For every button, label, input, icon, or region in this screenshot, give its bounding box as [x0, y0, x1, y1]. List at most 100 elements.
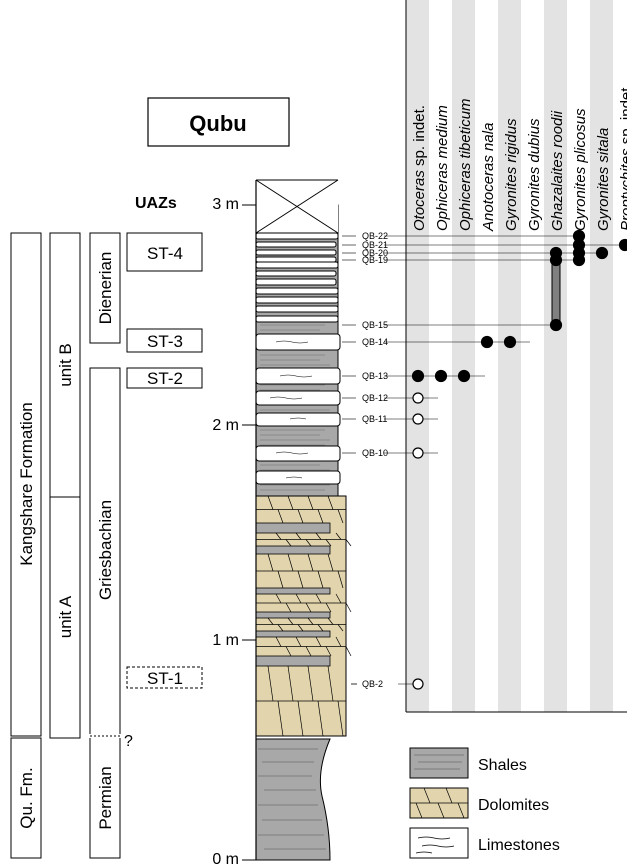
unit-a-box: [49, 496, 81, 739]
legend-label-dolomites: Dolomites: [478, 797, 549, 814]
occurrence-otoceras-sp-indet-qb-10: [412, 447, 424, 459]
dolomite-brick: [295, 593, 302, 604]
page-title: Qubu: [189, 111, 246, 136]
dolomite-brick: [297, 624, 304, 632]
formation-label-qu: Qu. Fm.: [17, 767, 36, 828]
dolomite-brick: [295, 636, 302, 647]
dolomite-brick: [295, 532, 302, 540]
depth-label-0m: 0 m: [212, 851, 239, 868]
taxa-labels: Otoceras sp. indet. Ophiceras medium Ophic…: [411, 83, 627, 232]
taxon-label-gyronites-sitala: Gyronites sitala: [595, 128, 612, 231]
dolomite-brick: [325, 602, 332, 613]
depth-label-2m: 2 m: [212, 417, 239, 434]
shale-bed-permian-lamination: [258, 748, 326, 850]
zone-box-st3: [126, 328, 203, 353]
stripe-ghazalaites-roodii: [544, 0, 567, 712]
griesbachian-box: [89, 367, 121, 734]
dolomite-brick: [317, 509, 324, 524]
sample-label-qb-14: QB-14: [362, 337, 388, 347]
sample-label-qb-13: QB-13: [362, 371, 388, 381]
unit-label-a: unit A: [56, 595, 75, 638]
dolomite-brick: [305, 539, 312, 547]
dolomite-brick: [315, 636, 322, 647]
title-box: [147, 97, 290, 147]
occurrence-ophiceras-medium-qb-13: [434, 369, 448, 383]
legend-label-shales: Shales: [478, 757, 527, 774]
dolomite-brick: [277, 624, 284, 632]
stage-label-dienerian: Dienerian: [96, 252, 115, 325]
occurrence-gyronites-rigidus-qb-14: [503, 335, 517, 349]
sample-label-qb-15: QB-15: [362, 320, 388, 330]
taxon-label-gyronites-dubius: Gyronites dubius: [526, 118, 543, 231]
dolomite-brick: [275, 532, 282, 540]
sample-label-qb-10: QB-10: [362, 448, 388, 458]
depth-label-1m: 1 m: [212, 632, 239, 649]
taxon-label-otoceras-sp-indet: Otoceras sp. indet.: [411, 105, 428, 231]
stripe-gyronites-rigidus: [498, 0, 521, 712]
formation-label-kangshare: Kangshare Formation: [17, 402, 36, 565]
dolomite-brick: [267, 495, 274, 510]
dolomite-brick: [305, 602, 312, 613]
taxon-label-ophiceras-medium: Ophiceras medium: [434, 105, 451, 231]
dolomite-brick: [285, 646, 292, 657]
boundary-query-mark: ?: [124, 733, 133, 750]
chart-column-stripes: [406, 0, 613, 712]
taxon-label-gyronites-rigidus: Gyronites rigidus: [503, 118, 520, 231]
dolomite-brick: [325, 646, 332, 657]
occurrence-anotoceras-nala-qb-14: [480, 335, 494, 349]
dolomite-brick: [337, 624, 344, 632]
dolomite-brick: [277, 509, 284, 524]
limestone-bed-qb19: [255, 256, 337, 263]
uaz-header: UAZs: [135, 195, 177, 212]
taxon-label-gyronites-plicosus: Gyronites plicosus: [572, 108, 589, 231]
dolomite-brick: [327, 553, 334, 572]
permian-box: [89, 738, 121, 859]
legend-label-limestones: Limestones: [478, 837, 560, 854]
occurrence-proptychites-sp-indet-qb-21: [618, 238, 627, 252]
dolomite-brick: [275, 636, 282, 647]
dolomite-brick: [297, 570, 304, 589]
unit-label-b: unit B: [56, 343, 75, 386]
dolomite-brick: [285, 602, 292, 613]
dolomite-brick: [327, 665, 334, 702]
dolomite-brick: [327, 495, 334, 510]
stage-label-permian: Permian: [96, 766, 115, 829]
dolomite-brick: [335, 593, 342, 604]
limestone-bed-qb22: [255, 232, 339, 240]
occurrence-otoceras-sp-indet-qb-11: [412, 413, 424, 425]
dolomite-brick: [317, 570, 324, 589]
sample-label-qb-21: QB-21: [362, 240, 388, 250]
stripe-gyronites-sitala: [590, 0, 613, 712]
limestone-beds: [255, 261, 341, 485]
zone-label-st1: ST-1: [147, 669, 183, 688]
dolomite-brick: [297, 509, 304, 524]
sample-label-qb-12: QB-12: [362, 393, 388, 403]
dolomite-brick: [267, 553, 274, 572]
dolomite-brick: [327, 617, 334, 625]
legend-swatch-limestones-lines: [415, 836, 455, 854]
stripe-otoceras-sp-indet: [406, 0, 429, 712]
occurrence-ghazalaites-roodii-qb-15: [549, 318, 563, 332]
lithology-column: [255, 179, 352, 861]
dolomite-brick: [267, 665, 274, 702]
occurrence-gyronites-plicosus-qb-22: [572, 229, 586, 243]
zone-box-st2: [126, 367, 203, 389]
sample-label-qb-11: QB-11: [362, 414, 387, 424]
occurrence-gyronites-sitala-qb-20: [595, 246, 609, 260]
zone-box-st4: [126, 232, 203, 272]
dolomite-brick: [307, 617, 314, 625]
depth-label-3m: 3 m: [212, 196, 239, 213]
limestone-bed-top: [255, 261, 339, 269]
dolomite-brick: [307, 553, 314, 572]
zone-box-st1: [126, 666, 203, 689]
occurrence-ophiceras-tibeticum-qb-13: [457, 369, 471, 383]
legend: Shales Dolomites Limestones: [409, 747, 560, 859]
dolomite-brick: [345, 602, 352, 613]
sample-label-qb-22: QB-22: [362, 231, 388, 241]
dolomite-brick: [335, 636, 342, 647]
dolomite-brick: [267, 617, 274, 625]
legend-swatch-shales-lines: [414, 754, 464, 770]
dolomite-brick: [337, 509, 344, 524]
sample-label-qb-2: QB-2: [362, 679, 383, 689]
